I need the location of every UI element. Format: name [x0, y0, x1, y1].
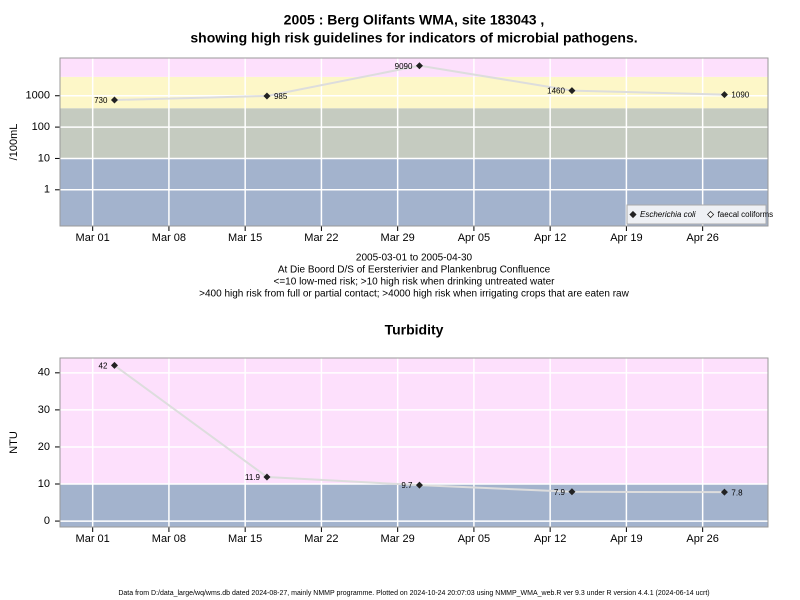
x-tick-label: Mar 01	[76, 232, 110, 244]
y-tick-label: 10	[38, 152, 50, 164]
data-label: 1090	[731, 91, 749, 100]
plot-frame	[59, 57, 769, 227]
x-tick-label: Apr 19	[610, 533, 642, 545]
data-label: 9.7	[401, 481, 413, 490]
data-point	[415, 62, 423, 70]
x-tick-label: Mar 22	[304, 533, 338, 545]
x-tick-label: Mar 22	[304, 232, 338, 244]
data-label: 7.8	[731, 488, 743, 497]
data-point	[568, 488, 576, 496]
y-tick-label: 30	[38, 404, 50, 416]
data-label: 730	[94, 96, 108, 105]
data-point	[263, 92, 271, 100]
y-tick-label: 1000	[26, 90, 50, 102]
y-axis-label: /100mL	[8, 124, 20, 161]
y-tick-label: 0	[44, 515, 50, 527]
data-label: 42	[99, 362, 108, 371]
x-tick-label: Apr 05	[458, 232, 490, 244]
x-tick-label: Mar 01	[76, 533, 110, 545]
subtitle: <=10 low-med risk; >10 high risk when dr…	[274, 277, 556, 288]
footer: Data from D:/data_large/wq/wms.db dated …	[118, 590, 709, 597]
y-tick-label: 40	[38, 367, 50, 379]
subtitle: >400 high risk from full or partial cont…	[199, 289, 629, 300]
data-point	[110, 361, 118, 369]
legend-marker	[629, 210, 637, 219]
legend-marker	[707, 210, 715, 219]
chart-title: showing high risk guidelines for indicat…	[190, 30, 637, 46]
x-tick-label: Apr 26	[686, 232, 718, 244]
data-point	[720, 91, 728, 99]
subtitle: At Die Boord D/S of Eersterivier and Pla…	[278, 265, 551, 276]
x-tick-label: Mar 08	[152, 232, 186, 244]
data-point	[110, 96, 118, 104]
data-label: 7.9	[554, 488, 566, 497]
risk-band	[60, 108, 768, 159]
risk-band	[60, 358, 768, 485]
x-tick-label: Mar 15	[228, 232, 262, 244]
data-label: 985	[274, 92, 288, 101]
data-point	[415, 481, 423, 489]
data-label: 9090	[395, 62, 413, 71]
y-tick-label: 100	[32, 121, 50, 133]
x-tick-label: Apr 26	[686, 533, 718, 545]
x-tick-label: Mar 29	[381, 232, 415, 244]
x-tick-label: Mar 15	[228, 533, 262, 545]
data-point	[263, 473, 271, 481]
data-label: 11.9	[245, 473, 261, 482]
x-tick-label: Mar 08	[152, 533, 186, 545]
x-tick-label: Apr 12	[534, 533, 566, 545]
plot-frame	[59, 357, 769, 528]
y-axis-label: NTU	[8, 431, 20, 454]
subtitle: 2005-03-01 to 2005-04-30	[356, 253, 473, 264]
y-tick-label: 20	[38, 441, 50, 453]
x-tick-label: Apr 05	[458, 533, 490, 545]
data-label: 1460	[547, 87, 565, 96]
data-point	[568, 87, 576, 95]
x-tick-label: Apr 12	[534, 232, 566, 244]
legend: Escherichia coli faecal coliforms	[626, 204, 774, 225]
legend-box	[626, 204, 767, 225]
chart-title: Turbidity	[385, 322, 444, 338]
x-tick-label: Mar 29	[381, 533, 415, 545]
data-point	[720, 488, 728, 496]
chart-title: 2005 : Berg Olifants WMA, site 183043 ,	[284, 12, 545, 28]
y-tick-label: 1	[44, 184, 50, 196]
legend-label: Escherichia coli	[640, 210, 696, 219]
y-tick-label: 10	[38, 478, 50, 490]
legend-label: faecal coliforms	[718, 210, 774, 219]
x-tick-label: Apr 19	[610, 232, 642, 244]
